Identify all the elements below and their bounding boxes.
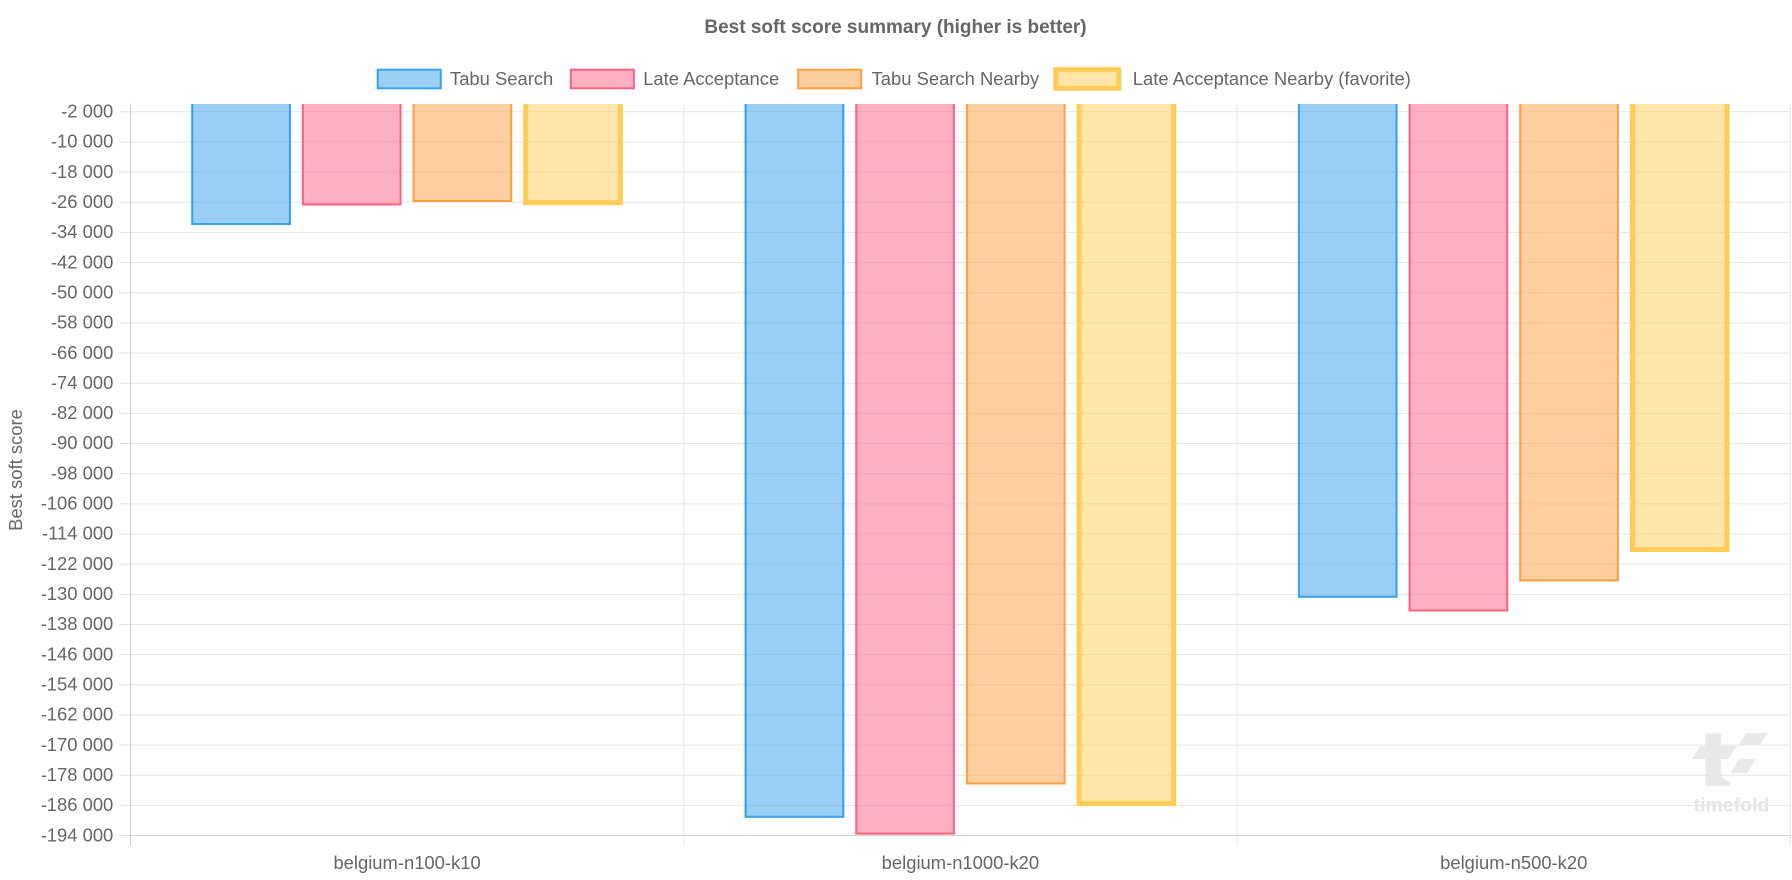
svg-text:-42 000: -42 000: [51, 251, 113, 272]
svg-text:Late Acceptance: Late Acceptance: [643, 68, 779, 89]
svg-text:-106 000: -106 000: [41, 493, 114, 514]
svg-text:-82 000: -82 000: [51, 402, 113, 423]
svg-text:Tabu Search Nearby: Tabu Search Nearby: [872, 68, 1040, 89]
svg-text:-194 000: -194 000: [41, 824, 114, 845]
svg-text:-162 000: -162 000: [41, 704, 114, 725]
svg-text:-58 000: -58 000: [51, 312, 113, 333]
svg-text:-98 000: -98 000: [51, 462, 113, 483]
svg-text:-154 000: -154 000: [41, 674, 114, 695]
svg-text:-114 000: -114 000: [42, 523, 113, 544]
svg-text:belgium-n500-k20: belgium-n500-k20: [1440, 852, 1587, 873]
svg-text:-90 000: -90 000: [51, 432, 113, 453]
svg-text:-2 000: -2 000: [61, 101, 113, 122]
svg-text:-10 000: -10 000: [51, 131, 113, 152]
svg-text:Best soft score: Best soft score: [5, 409, 26, 531]
svg-text:-122 000: -122 000: [41, 553, 114, 574]
svg-text:-74 000: -74 000: [51, 372, 113, 393]
svg-text:-50 000: -50 000: [51, 281, 113, 302]
svg-text:Tabu Search: Tabu Search: [450, 68, 553, 89]
svg-text:-186 000: -186 000: [41, 794, 114, 815]
svg-text:-34 000: -34 000: [51, 221, 113, 242]
svg-text:-130 000: -130 000: [41, 583, 114, 604]
svg-text:-18 000: -18 000: [51, 161, 113, 182]
svg-text:belgium-n100-k10: belgium-n100-k10: [333, 852, 480, 873]
svg-text:-138 000: -138 000: [41, 613, 114, 634]
svg-text:-146 000: -146 000: [41, 643, 114, 664]
svg-text:Best soft score summary (highe: Best soft score summary (higher is bette…: [704, 17, 1086, 38]
svg-text:Late Acceptance Nearby (favori: Late Acceptance Nearby (favorite): [1133, 68, 1411, 89]
svg-text:belgium-n1000-k20: belgium-n1000-k20: [882, 852, 1039, 873]
svg-text:-170 000: -170 000: [41, 734, 114, 755]
svg-text:-66 000: -66 000: [51, 342, 113, 363]
svg-text:-178 000: -178 000: [41, 764, 114, 785]
svg-text:-26 000: -26 000: [51, 191, 113, 212]
